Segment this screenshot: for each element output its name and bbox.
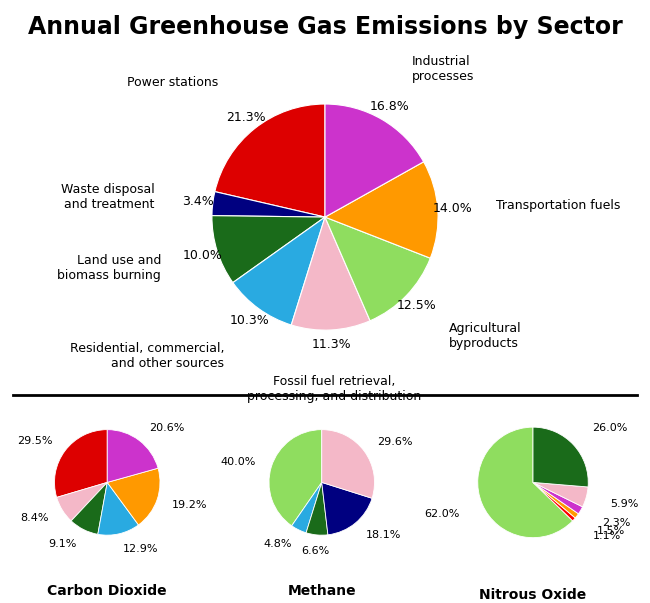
Text: 10.0%: 10.0% (183, 248, 223, 262)
Text: Annual Greenhouse Gas Emissions by Sector: Annual Greenhouse Gas Emissions by Secto… (27, 15, 623, 39)
Text: 14.0%: 14.0% (433, 202, 473, 215)
Wedge shape (233, 217, 325, 325)
Text: 5.9%: 5.9% (610, 499, 638, 509)
Wedge shape (325, 162, 438, 258)
Text: 29.6%: 29.6% (377, 437, 413, 447)
Text: 10.3%: 10.3% (230, 314, 270, 327)
Wedge shape (107, 468, 160, 525)
Wedge shape (306, 482, 328, 535)
Text: 3.4%: 3.4% (182, 195, 214, 208)
Wedge shape (57, 482, 107, 521)
Wedge shape (533, 482, 578, 518)
Text: 9.1%: 9.1% (48, 538, 77, 549)
Text: 2.3%: 2.3% (602, 518, 630, 528)
Text: 29.5%: 29.5% (17, 437, 52, 446)
Text: 19.2%: 19.2% (172, 500, 207, 510)
Text: 1.5%: 1.5% (597, 526, 625, 536)
Wedge shape (533, 482, 575, 521)
Text: 12.5%: 12.5% (397, 299, 437, 312)
Text: Transportation fuels: Transportation fuels (497, 198, 621, 212)
Text: Waste disposal
and treatment: Waste disposal and treatment (60, 183, 155, 210)
Wedge shape (212, 192, 325, 217)
Wedge shape (533, 482, 582, 514)
Text: Industrial
processes: Industrial processes (412, 55, 474, 83)
Text: 40.0%: 40.0% (221, 457, 256, 467)
Wedge shape (322, 429, 374, 498)
Wedge shape (71, 482, 107, 534)
Wedge shape (215, 104, 325, 217)
Text: 18.1%: 18.1% (365, 530, 401, 540)
Text: 26.0%: 26.0% (592, 423, 627, 433)
Wedge shape (533, 482, 588, 507)
Wedge shape (212, 216, 325, 283)
Text: 1.1%: 1.1% (592, 531, 621, 541)
Text: Fossil fuel retrieval,
processing, and distribution: Fossil fuel retrieval, processing, and d… (247, 374, 421, 403)
Wedge shape (292, 482, 322, 533)
Text: 62.0%: 62.0% (424, 509, 460, 519)
Wedge shape (325, 104, 424, 217)
Text: 11.3%: 11.3% (312, 338, 352, 351)
Text: 16.8%: 16.8% (370, 100, 410, 113)
Wedge shape (98, 482, 138, 535)
Text: 21.3%: 21.3% (226, 110, 265, 124)
Wedge shape (325, 217, 430, 321)
Text: Methane: Methane (287, 584, 356, 598)
Text: Power stations: Power stations (127, 76, 218, 89)
Wedge shape (291, 217, 370, 330)
Wedge shape (55, 429, 107, 497)
Wedge shape (269, 429, 322, 526)
Wedge shape (533, 427, 588, 487)
Text: Carbon Dioxide: Carbon Dioxide (47, 584, 167, 598)
Text: 12.9%: 12.9% (123, 545, 158, 554)
Text: 20.6%: 20.6% (149, 423, 184, 433)
Wedge shape (107, 429, 158, 482)
Text: Agricultural
byproducts: Agricultural byproducts (448, 322, 521, 350)
Text: 4.8%: 4.8% (263, 539, 292, 549)
Text: Nitrous Oxide: Nitrous Oxide (480, 589, 586, 602)
Text: Land use and
biomass burning: Land use and biomass burning (57, 254, 161, 282)
Text: Residential, commercial,
and other sources: Residential, commercial, and other sourc… (70, 342, 224, 370)
Text: 8.4%: 8.4% (20, 513, 49, 523)
Text: 6.6%: 6.6% (302, 546, 330, 556)
Wedge shape (322, 482, 372, 535)
Wedge shape (478, 427, 573, 538)
